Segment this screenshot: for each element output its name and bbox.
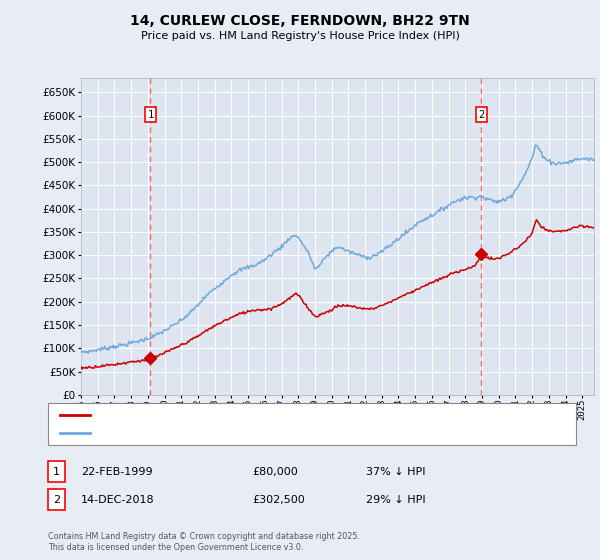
- Text: 1: 1: [53, 466, 60, 477]
- Text: 2: 2: [478, 110, 484, 120]
- Text: 2: 2: [53, 494, 60, 505]
- Text: 14, CURLEW CLOSE, FERNDOWN, BH22 9TN: 14, CURLEW CLOSE, FERNDOWN, BH22 9TN: [130, 14, 470, 28]
- Text: 14, CURLEW CLOSE, FERNDOWN, BH22 9TN (detached house): 14, CURLEW CLOSE, FERNDOWN, BH22 9TN (de…: [96, 410, 419, 420]
- Text: HPI: Average price, detached house, Dorset: HPI: Average price, detached house, Dors…: [96, 428, 323, 438]
- Text: 22-FEB-1999: 22-FEB-1999: [81, 466, 152, 477]
- Text: Price paid vs. HM Land Registry's House Price Index (HPI): Price paid vs. HM Land Registry's House …: [140, 31, 460, 41]
- Text: £302,500: £302,500: [252, 494, 305, 505]
- Text: 1: 1: [147, 110, 154, 120]
- Text: Contains HM Land Registry data © Crown copyright and database right 2025.
This d: Contains HM Land Registry data © Crown c…: [48, 532, 360, 552]
- Text: £80,000: £80,000: [252, 466, 298, 477]
- Text: 29% ↓ HPI: 29% ↓ HPI: [366, 494, 425, 505]
- Text: 14-DEC-2018: 14-DEC-2018: [81, 494, 155, 505]
- Text: 37% ↓ HPI: 37% ↓ HPI: [366, 466, 425, 477]
